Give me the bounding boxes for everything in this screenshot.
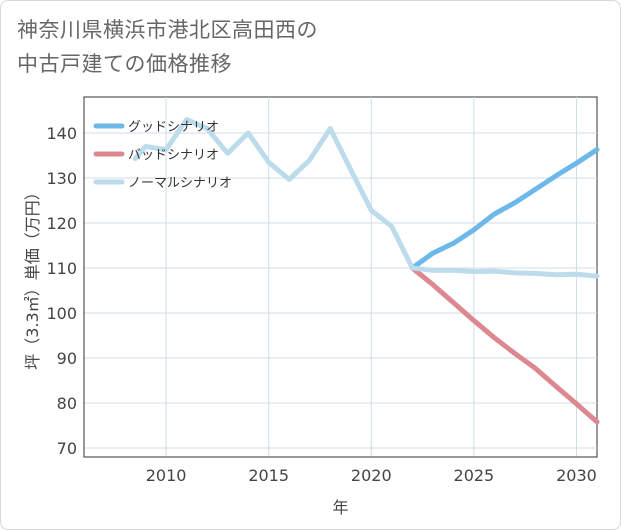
series-line-3 (132, 117, 600, 279)
y-tick-label: 100 (46, 304, 77, 323)
x-axis-title: 年 (332, 498, 348, 517)
series-line-2 (409, 265, 600, 425)
x-tick-label: 2020 (351, 466, 392, 485)
y-tick-label: 120 (46, 214, 77, 233)
chart-title: 神奈川県横浜市港北区高田西の 中古戸建ての価格推移 (17, 13, 318, 81)
y-tick-label: 90 (57, 349, 77, 368)
y-tick-label: 110 (46, 259, 77, 278)
x-tick-label: 2015 (248, 466, 289, 485)
y-tick-label: 70 (57, 439, 77, 458)
legend-label-2: バッドシナリオ (128, 148, 219, 163)
legend-label-3: ノーマルシナリオ (128, 176, 232, 191)
y-tick-label: 140 (46, 124, 77, 143)
plot-area (83, 96, 598, 458)
grid-lines (84, 97, 597, 457)
legend-label-1: グッドシナリオ (128, 120, 219, 135)
y-tick-label: 130 (46, 169, 77, 188)
series-line-1 (409, 147, 600, 271)
x-tick-label: 2030 (556, 466, 597, 485)
title-line-2: 中古戸建ての価格推移 (17, 52, 232, 76)
y-tick-label: 80 (57, 394, 77, 413)
x-tick-label: 2025 (454, 466, 495, 485)
x-tick-label: 2010 (146, 466, 187, 485)
title-line-1: 神奈川県横浜市港北区高田西の (17, 18, 318, 42)
y-axis-title: 坪（3.3㎡）単価（万円） (23, 184, 42, 369)
series-lines (132, 117, 600, 425)
